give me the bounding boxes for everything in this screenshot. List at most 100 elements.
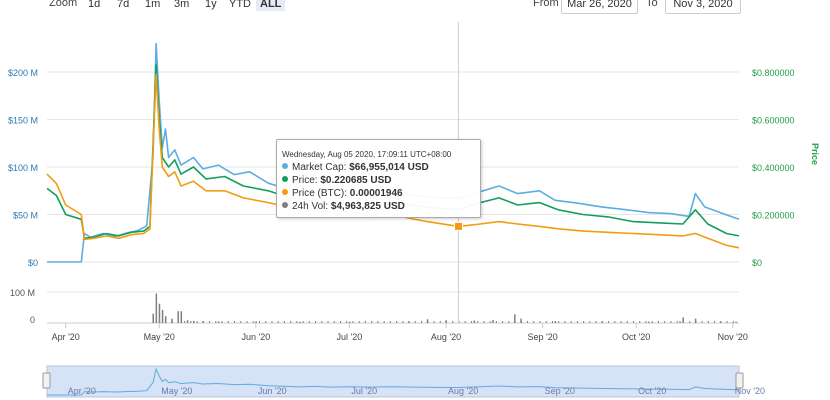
volume-bar: [217, 321, 220, 323]
tooltip-value: $4,963,825 USD: [330, 201, 405, 212]
volume-bar: [492, 319, 494, 323]
volume-bar: [180, 311, 183, 323]
volume-bar: [477, 321, 479, 323]
volume-bar: [265, 321, 267, 323]
volume-bar: [202, 321, 204, 323]
volume-bar: [196, 321, 198, 323]
navigator-right-handle[interactable]: [735, 372, 744, 389]
volume-bar: [514, 314, 516, 323]
volume-bar: [608, 321, 610, 323]
right-axis-tick: $0.200000: [752, 211, 795, 221]
tooltip-label: Price:: [292, 175, 321, 186]
to-label: To: [646, 0, 658, 9]
volume-bar: [383, 321, 385, 323]
volume-bar: [177, 311, 179, 323]
volume-bar: [283, 321, 285, 323]
zoom-button-ytd[interactable]: YTD: [229, 0, 251, 10]
zoom-button-1y[interactable]: 1y: [205, 0, 217, 10]
right-axis-tick: $0.800000: [752, 68, 795, 78]
price-dot-icon: [282, 176, 288, 182]
volume-bar: [689, 321, 691, 323]
volume-bar: [714, 321, 716, 323]
market-cap-dot-icon: [282, 163, 288, 169]
volume-bar: [470, 321, 472, 323]
volume-bar: [327, 321, 329, 323]
right-axis-tick: $0.600000: [752, 116, 795, 126]
volume-bar: [551, 321, 553, 323]
zoom-button-7d[interactable]: 7d: [117, 0, 130, 10]
volume-bar: [296, 321, 298, 323]
zoom-button-1m[interactable]: 1m: [145, 0, 161, 10]
x-axis-tick: Apr '20: [52, 332, 80, 342]
volume-bar: [657, 321, 659, 323]
volume-bar: [321, 321, 323, 323]
volume-bar: [679, 321, 681, 323]
volume-bar: [333, 321, 335, 323]
left-axis-tick: $150 M: [8, 116, 38, 126]
navigator-tick: May '20: [161, 386, 192, 396]
volume-bar: [290, 321, 292, 323]
volume-bar: [732, 321, 734, 323]
volume-bar: [452, 321, 454, 323]
volume-bar: [583, 321, 585, 323]
volume-bar: [308, 321, 310, 323]
volume-bar: [352, 321, 354, 323]
tooltip-label: Market Cap:: [292, 162, 350, 173]
volume-bar: [371, 321, 373, 323]
tooltip-row-price: Price: $0.220685 USD: [282, 175, 392, 186]
navigator-left-handle[interactable]: [42, 372, 51, 389]
navigator-tick: Apr '20: [68, 386, 96, 396]
to-date-input[interactable]: Nov 3, 2020: [665, 0, 741, 14]
volume-bar: [433, 321, 435, 323]
volume-bar: [340, 321, 342, 323]
volume-bar: [190, 321, 192, 323]
volume-axis-tick: 100 M: [10, 288, 35, 298]
volume-bar: [414, 321, 416, 323]
volume-bar: [726, 321, 728, 323]
tooltip-label: Price (BTC):: [292, 188, 350, 199]
navigator-line: [47, 367, 740, 396]
x-axis-tick: Jul '20: [336, 332, 362, 342]
volume-bar: [258, 321, 260, 323]
volume-bar: [234, 321, 236, 323]
volume-dot-icon: [282, 202, 288, 208]
volume-bar: [164, 316, 167, 323]
navigator-range: [46, 365, 740, 398]
volume-bar: [502, 321, 504, 323]
volume-bar: [735, 321, 737, 323]
from-date-input[interactable]: Mar 26, 2020: [561, 0, 638, 14]
chart-toolbar: Zoom 1d 7d 1m 3m 1y YTD ALL From Mar 26,…: [0, 0, 830, 14]
left-axis-tick: $200 M: [8, 68, 38, 78]
zoom-button-1d[interactable]: 1d: [88, 0, 101, 10]
volume-bar: [639, 321, 641, 323]
volume-bar: [576, 321, 578, 323]
volume-bar: [426, 319, 429, 323]
volume-bar: [152, 313, 154, 323]
volume-bar: [694, 318, 697, 323]
tooltip: Wednesday, Aug 05 2020, 17:09:11 UTC+08:…: [276, 139, 481, 218]
left-axis-tick: $0: [28, 258, 38, 268]
zoom-button-all[interactable]: ALL: [256, 0, 286, 11]
volume-bar: [473, 320, 476, 323]
volume-bar: [508, 321, 510, 323]
volume-bar: [246, 321, 248, 323]
volume-bar: [645, 321, 647, 323]
volume-bar: [633, 321, 635, 323]
right-axis-tick: $0: [752, 258, 762, 268]
volume-bar: [402, 321, 404, 323]
volume-bar: [315, 321, 317, 323]
volume-bar: [670, 321, 672, 323]
right-axis-title: Price: [810, 143, 820, 165]
volume-bar: [221, 321, 223, 323]
volume-bar: [255, 321, 257, 323]
volume-bar: [595, 321, 597, 323]
navigator-tick: Jul '20: [351, 386, 377, 396]
volume-bar: [626, 321, 628, 323]
tooltip-row-volume: 24h Vol: $4,963,825 USD: [282, 201, 405, 212]
volume-bar: [564, 321, 566, 323]
volume-bar: [348, 321, 351, 323]
tooltip-row-price-btc: Price (BTC): 0.00001946: [282, 188, 403, 199]
volume-bar: [664, 321, 666, 323]
volume-bar: [186, 320, 189, 323]
zoom-button-3m[interactable]: 3m: [174, 0, 190, 10]
